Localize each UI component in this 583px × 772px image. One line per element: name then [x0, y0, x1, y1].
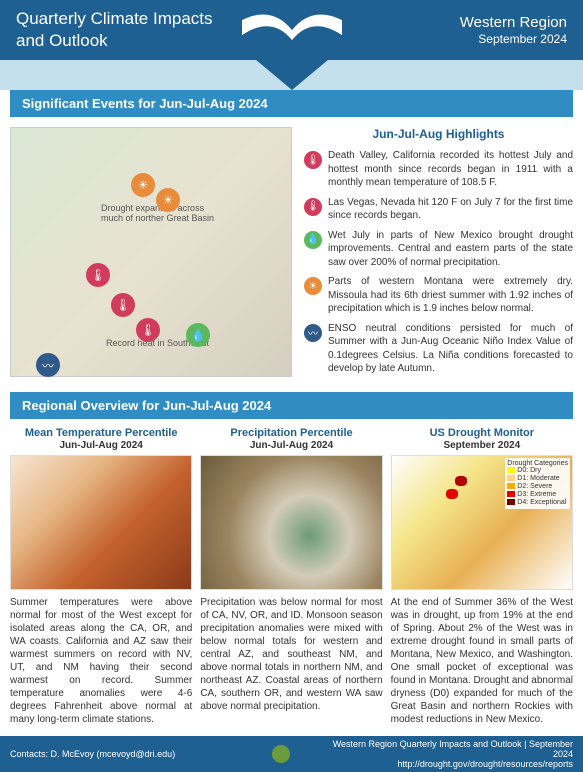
drought-legend: Drought CategoriesD0: DryD1: ModerateD2:… [505, 458, 570, 509]
legend-row: D4: Exceptional [507, 499, 568, 506]
legend-swatch [507, 499, 515, 505]
highlight-row: ☀ Parts of western Montana were extremely… [304, 275, 573, 316]
legend-label: D4: Exceptional [517, 499, 566, 506]
section-bar-overview: Regional Overview for Jun-Jul-Aug 2024 [10, 392, 573, 419]
legend-title: Drought Categories [507, 460, 568, 467]
highlight-text: Las Vegas, Nevada hit 120 F on July 7 fo… [328, 196, 573, 223]
highlight-row: 🌡 Las Vegas, Nevada hit 120 F on July 7 f… [304, 196, 573, 223]
highlight-icon: 🌡 [304, 151, 322, 169]
legend-label: D1: Moderate [517, 475, 559, 482]
drought-spot [455, 476, 467, 486]
overview-map: Drought CategoriesD0: DryD1: ModerateD2:… [391, 455, 573, 590]
overview-col-sub: Jun-Jul-Aug 2024 [10, 440, 192, 451]
overview-col-0: Mean Temperature PercentileJun-Jul-Aug 2… [10, 427, 192, 726]
overview-text: At the end of Summer 36% of the West was… [391, 596, 573, 726]
region-name: Western Region [460, 13, 567, 33]
overview-col-2: US Drought MonitorSeptember 2024 Drought … [391, 427, 573, 726]
footer-line2: http://drought.gov/drought/resources/rep… [312, 759, 574, 769]
overview-col-title: US Drought Monitor [391, 427, 573, 440]
legend-row: D1: Moderate [507, 475, 568, 482]
legend-label: D3: Extreme [517, 491, 556, 498]
legend-label: D0: Dry [517, 467, 541, 474]
header-bar: Quarterly Climate Impacts and Outlook We… [0, 0, 583, 60]
header-wings-logo [232, 0, 352, 60]
highlight-text: Parts of western Montana were extremely … [328, 275, 573, 316]
map-icon-3: 🌡 [111, 293, 135, 317]
highlight-icon: 〰 [304, 324, 322, 342]
doc-title: Quarterly Climate Impacts and Outlook [16, 8, 213, 52]
highlight-text: Wet July in parts of New Mexico brought … [328, 229, 573, 270]
highlights-panel: Jun-Jul-Aug Highlights 🌡 Death Valley, Ca… [304, 127, 573, 382]
overview-col-title: Mean Temperature Percentile [10, 427, 192, 440]
events-map: Drought expanded across much of norther … [10, 127, 292, 377]
legend-swatch [507, 483, 515, 489]
map-icon-2: 🌡 [86, 263, 110, 287]
legend-swatch [507, 475, 515, 481]
events-row: Drought expanded across much of norther … [0, 117, 583, 392]
highlight-icon: 🌡 [304, 198, 322, 216]
map-icon-5: 💧 [186, 323, 210, 347]
header-region: Western Region September 2024 [460, 13, 567, 48]
overview-col-sub: Jun-Jul-Aug 2024 [200, 440, 382, 451]
overview-map [200, 455, 382, 590]
overview-map [10, 455, 192, 590]
overview-col-sub: September 2024 [391, 440, 573, 451]
legend-swatch [507, 491, 515, 497]
legend-row: D3: Extreme [507, 491, 568, 498]
issue-date: September 2024 [460, 32, 567, 48]
section-bar-events: Significant Events for Jun-Jul-Aug 2024 [10, 90, 573, 117]
footer-line1: Western Region Quarterly Impacts and Out… [312, 739, 574, 759]
map-icon-6: 〰 [36, 353, 60, 377]
highlight-row: 〰 ENSO neutral conditions persisted for m… [304, 322, 573, 376]
legend-row: D0: Dry [507, 467, 568, 474]
highlight-text: ENSO neutral conditions persisted for mu… [328, 322, 573, 376]
highlight-icon: ☀ [304, 277, 322, 295]
highlight-text: Death Valley, California recorded its ho… [328, 149, 573, 190]
highlight-row: 💧 Wet July in parts of New Mexico brought… [304, 229, 573, 270]
title-line2: and Outlook [16, 30, 213, 52]
legend-swatch [507, 467, 515, 473]
overview-row: Mean Temperature PercentileJun-Jul-Aug 2… [0, 419, 583, 736]
legend-row: D2: Severe [507, 483, 568, 490]
header-triangle-strip [0, 60, 583, 90]
map-icon-4: 🌡 [136, 318, 160, 342]
overview-text: Precipitation was below normal for most … [200, 596, 382, 713]
highlight-row: 🌡 Death Valley, California recorded its h… [304, 149, 573, 190]
overview-text: Summer temperatures were above normal fo… [10, 596, 192, 726]
overview-col-title: Precipitation Percentile [200, 427, 382, 440]
title-line1: Quarterly Climate Impacts [16, 8, 213, 30]
map-icon-1: ☀ [156, 188, 180, 212]
highlights-title: Jun-Jul-Aug Highlights [304, 127, 573, 141]
legend-label: D2: Severe [517, 483, 552, 490]
drought-spot [446, 489, 458, 499]
highlight-icon: 💧 [304, 231, 322, 249]
overview-col-1: Precipitation PercentileJun-Jul-Aug 2024… [200, 427, 382, 726]
map-icon-0: ☀ [131, 173, 155, 197]
